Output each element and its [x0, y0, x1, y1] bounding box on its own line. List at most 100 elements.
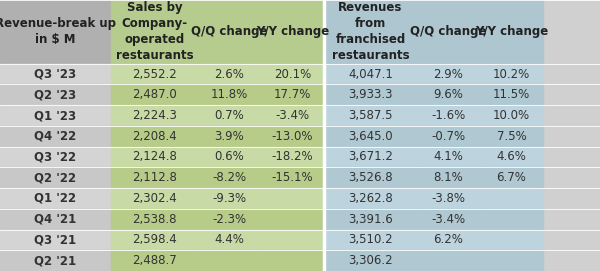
- Bar: [198, 167, 261, 188]
- Bar: [480, 250, 543, 271]
- Text: 2,224.3: 2,224.3: [132, 109, 177, 122]
- Bar: [417, 230, 480, 250]
- Text: 2.6%: 2.6%: [215, 67, 244, 80]
- Bar: [480, 105, 543, 126]
- Bar: [0, 105, 111, 126]
- Text: -3.8%: -3.8%: [431, 192, 466, 205]
- Text: Q2 '23: Q2 '23: [34, 88, 77, 101]
- Text: 11.8%: 11.8%: [211, 88, 248, 101]
- Text: -3.4%: -3.4%: [431, 213, 466, 226]
- Bar: [0, 85, 111, 105]
- Text: Q3 '21: Q3 '21: [34, 233, 77, 246]
- Bar: [480, 147, 543, 167]
- Bar: [417, 147, 480, 167]
- Bar: [417, 105, 480, 126]
- Bar: [324, 250, 417, 271]
- Bar: [111, 85, 198, 105]
- Bar: [261, 0, 324, 64]
- Text: Q1 '23: Q1 '23: [34, 109, 77, 122]
- Text: 11.5%: 11.5%: [493, 88, 530, 101]
- Bar: [324, 64, 417, 85]
- Bar: [480, 188, 543, 209]
- Bar: [417, 250, 480, 271]
- Bar: [0, 250, 111, 271]
- Bar: [198, 147, 261, 167]
- Text: 3,526.8: 3,526.8: [348, 171, 393, 184]
- Text: 20.1%: 20.1%: [274, 67, 311, 80]
- Bar: [198, 209, 261, 230]
- Text: 2,488.7: 2,488.7: [132, 254, 177, 267]
- Bar: [111, 126, 198, 147]
- Bar: [111, 147, 198, 167]
- Bar: [111, 64, 198, 85]
- Bar: [324, 209, 417, 230]
- Text: Q3 '23: Q3 '23: [34, 67, 77, 80]
- Bar: [417, 188, 480, 209]
- Bar: [417, 209, 480, 230]
- Text: 2.9%: 2.9%: [434, 67, 463, 80]
- Text: 2,112.8: 2,112.8: [132, 171, 177, 184]
- Text: 3.9%: 3.9%: [215, 130, 244, 143]
- Bar: [480, 209, 543, 230]
- Bar: [261, 85, 324, 105]
- Bar: [261, 250, 324, 271]
- Bar: [417, 85, 480, 105]
- Bar: [0, 230, 111, 250]
- Bar: [111, 188, 198, 209]
- Bar: [111, 209, 198, 230]
- Text: -9.3%: -9.3%: [212, 192, 247, 205]
- Text: -18.2%: -18.2%: [272, 150, 313, 163]
- Bar: [324, 85, 417, 105]
- Text: 3,671.2: 3,671.2: [348, 150, 393, 163]
- Bar: [417, 64, 480, 85]
- Bar: [198, 230, 261, 250]
- Text: 3,306.2: 3,306.2: [348, 254, 393, 267]
- Bar: [198, 105, 261, 126]
- Text: -8.2%: -8.2%: [212, 171, 247, 184]
- Text: 3,933.3: 3,933.3: [348, 88, 393, 101]
- Bar: [0, 64, 111, 85]
- Bar: [324, 147, 417, 167]
- Text: 3,262.8: 3,262.8: [348, 192, 393, 205]
- Bar: [480, 167, 543, 188]
- Bar: [0, 209, 111, 230]
- Bar: [480, 85, 543, 105]
- Bar: [198, 64, 261, 85]
- Bar: [261, 209, 324, 230]
- Bar: [261, 230, 324, 250]
- Text: 2,552.2: 2,552.2: [132, 67, 177, 80]
- Bar: [324, 126, 417, 147]
- Bar: [480, 64, 543, 85]
- Bar: [261, 188, 324, 209]
- Text: 3,587.5: 3,587.5: [348, 109, 393, 122]
- Bar: [417, 0, 480, 64]
- Text: 2,487.0: 2,487.0: [132, 88, 177, 101]
- Text: -15.1%: -15.1%: [272, 171, 313, 184]
- Text: Y/Y change: Y/Y change: [256, 25, 329, 38]
- Bar: [324, 167, 417, 188]
- Bar: [0, 126, 111, 147]
- Bar: [111, 250, 198, 271]
- Bar: [480, 230, 543, 250]
- Bar: [0, 167, 111, 188]
- Bar: [417, 167, 480, 188]
- Text: 8.1%: 8.1%: [434, 171, 463, 184]
- Text: 6.2%: 6.2%: [434, 233, 463, 246]
- Bar: [480, 126, 543, 147]
- Bar: [0, 147, 111, 167]
- Bar: [261, 105, 324, 126]
- Bar: [480, 0, 543, 64]
- Bar: [198, 188, 261, 209]
- Text: -2.3%: -2.3%: [212, 213, 247, 226]
- Text: 2,124.8: 2,124.8: [132, 150, 177, 163]
- Text: Q2 '22: Q2 '22: [34, 171, 77, 184]
- Bar: [261, 126, 324, 147]
- Text: Y/Y change: Y/Y change: [475, 25, 548, 38]
- Text: 0.6%: 0.6%: [215, 150, 244, 163]
- Text: Revenue-break up
in $ M: Revenue-break up in $ M: [0, 17, 116, 46]
- Bar: [261, 167, 324, 188]
- Text: 2,208.4: 2,208.4: [132, 130, 177, 143]
- Text: Q4 '21: Q4 '21: [34, 213, 77, 226]
- Text: Q/Q change: Q/Q change: [410, 25, 487, 38]
- Bar: [0, 0, 111, 64]
